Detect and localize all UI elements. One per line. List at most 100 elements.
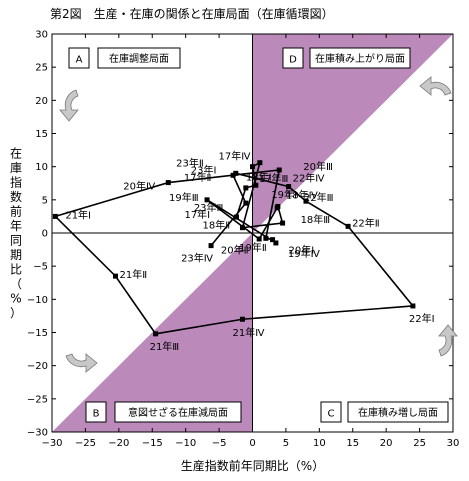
shaded-region-upper [252, 34, 453, 233]
point-label: 19年Ⅰ [271, 188, 297, 201]
x-tick-label: 15 [346, 438, 359, 449]
cycle-arrow-shape [65, 353, 98, 373]
x-tick-label: −30 [41, 438, 62, 449]
y-tick-label: −15 [27, 328, 48, 339]
quadrant-letter: C [328, 409, 335, 420]
x-tick-label: 30 [447, 438, 460, 449]
point-label: 17年Ⅲ [259, 172, 289, 185]
x-tick-label: 25 [413, 438, 426, 449]
point-label: 20年Ⅱ [221, 243, 249, 256]
y-tick-label: 25 [35, 63, 48, 74]
data-point [153, 331, 159, 337]
point-label: 23年Ⅳ [181, 252, 214, 265]
data-point [303, 198, 309, 204]
point-label: 21年Ⅱ [119, 268, 147, 281]
data-point [208, 243, 214, 249]
data-point [263, 235, 269, 241]
point-label: 18年Ⅲ [301, 213, 331, 226]
point-label: 19年Ⅱ [239, 241, 267, 254]
x-tick-label: −25 [75, 438, 96, 449]
x-tick-label: 20 [380, 438, 393, 449]
y-tick-label: −5 [33, 262, 48, 273]
x-tick-label: −20 [108, 438, 129, 449]
x-tick-label: −5 [212, 438, 227, 449]
data-point [257, 160, 263, 166]
series-markers [52, 160, 416, 337]
x-tick-label: 5 [283, 438, 289, 449]
y-tick-label: −10 [27, 295, 48, 306]
data-point [286, 184, 292, 190]
chart-title: 第2図 生産・在庫の関係と在庫局面（在庫循環図） [50, 7, 334, 21]
cycle-arrow [419, 76, 452, 96]
point-label: 20年Ⅲ [303, 160, 333, 173]
data-point [230, 172, 236, 178]
quadrant-label-box [309, 47, 411, 69]
quadrant-box-b: B 意図せざる在庫減局面 [85, 401, 242, 423]
point-label: 17年Ⅰ [184, 208, 210, 221]
data-point [280, 220, 286, 226]
quadrant-box-c: C 在庫積み増し局面 [320, 401, 449, 423]
quadrant-boxes: A 在庫調整局面 B 意図せざる在庫減局面 C 在庫積み増し局面 D 在庫積み上がり局面 [68, 47, 449, 423]
data-point [239, 316, 245, 322]
point-label: 19年Ⅳ [288, 247, 321, 260]
quadrant-label: 在庫積み増し局面 [358, 406, 438, 419]
cycle-arrows [59, 76, 458, 373]
quadrant-letter-box [282, 47, 304, 69]
quadrant-letter-box [85, 401, 107, 423]
data-point [112, 273, 118, 279]
x-axis-label: 生産指数前年同期比（%） [181, 458, 324, 473]
point-label: 18年Ⅳ [286, 188, 319, 201]
data-point [273, 240, 279, 246]
shaded-region-lower [52, 233, 253, 432]
x-tick-label: −15 [142, 438, 163, 449]
quadrant-letter: D [289, 55, 297, 66]
quadrant-letter-box [320, 401, 342, 423]
data-point [233, 214, 239, 220]
y-axis-label: 在庫指数前年同期比（%） [10, 146, 22, 320]
point-label: 21年Ⅳ [232, 326, 265, 339]
y-tick-label: 10 [35, 162, 48, 173]
quadrant-letter: A [76, 55, 83, 66]
data-point [239, 225, 245, 231]
y-tick-label: −30 [27, 428, 48, 439]
y-tick-label: 0 [42, 229, 48, 240]
point-label: 23年Ⅰ [191, 163, 217, 176]
data-point [243, 200, 249, 206]
data-point [276, 167, 282, 173]
y-tick-label: 30 [35, 30, 48, 41]
data-point [243, 185, 249, 191]
point-label: 20年Ⅳ [123, 180, 156, 193]
point-label: 19年Ⅲ [169, 191, 199, 204]
point-label: 23年Ⅲ [194, 201, 224, 214]
data-point [250, 164, 255, 170]
y-tick-label: −25 [27, 394, 48, 405]
y-tick-label: 20 [35, 96, 48, 107]
data-point [256, 236, 262, 242]
cycle-arrow [438, 324, 458, 357]
data-point [52, 213, 58, 219]
cycle-arrow-shape [438, 324, 458, 357]
quadrant-label-box [97, 47, 181, 69]
data-point [274, 205, 280, 211]
x-tick-label: 10 [313, 438, 326, 449]
data-point [204, 197, 210, 203]
point-label: 23年Ⅱ [176, 156, 204, 169]
quadrant-label: 在庫積み上がり局面 [315, 52, 405, 65]
data-point [233, 170, 239, 176]
point-label: 21年Ⅲ [150, 340, 180, 353]
quadrant-label-box [114, 401, 242, 423]
data-point [410, 303, 416, 309]
y-tick-label: 5 [42, 195, 48, 206]
data-point [253, 182, 259, 188]
cycle-arrow-shape [59, 89, 79, 122]
point-label: 20年Ⅰ [289, 244, 315, 257]
x-tick-label: 0 [249, 438, 255, 449]
point-label: 22年Ⅱ [352, 216, 380, 229]
x-tick-label: −10 [175, 438, 196, 449]
quadrant-letter: B [93, 409, 100, 420]
y-ticks: −30 −25 −20 −15 −10 −5 0 5 10 15 20 25 30 [27, 30, 453, 439]
x-ticks: −30 −25 −20 −15 −10 −5 0 5 10 15 20 25 30 [41, 34, 459, 449]
cycle-arrow [65, 353, 98, 373]
